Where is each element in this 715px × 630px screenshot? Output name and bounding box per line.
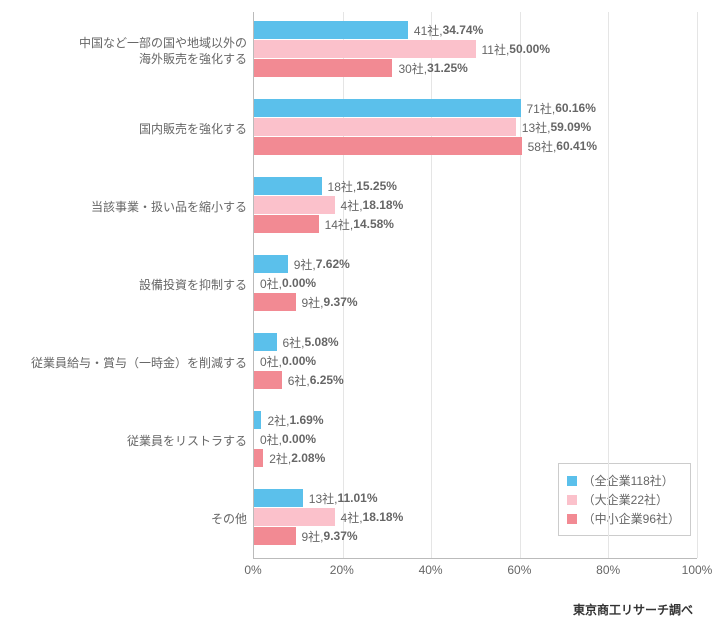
bar-value-label: 71社, 60.16% (521, 99, 596, 117)
bar-row: 41社, 34.74% (254, 21, 697, 39)
bar-value-label: 2社, 1.69% (261, 411, 323, 429)
bar: 71社, 60.16% (254, 99, 521, 117)
bar-row: 6社, 5.08% (254, 333, 697, 351)
bar-row: 9社, 9.37% (254, 527, 697, 545)
bar: 2社, 1.69% (254, 411, 261, 429)
bar: 6社, 6.25% (254, 371, 282, 389)
bar: 9社, 9.37% (254, 527, 296, 545)
bar: 11社, 50.00% (254, 40, 476, 58)
category-label: その他 (8, 480, 253, 558)
category-label: 当該事業・扱い品を縮小する (8, 168, 253, 246)
bar-value-label: 0社, 0.00% (254, 352, 316, 370)
bar-value-label: 4社, 18.18% (335, 508, 404, 526)
category-label: 従業員をリストラする (8, 402, 253, 480)
bar-value-label: 0社, 0.00% (254, 274, 316, 292)
bar-row: 2社, 1.69% (254, 411, 697, 429)
bar-row: 30社, 31.25% (254, 59, 697, 77)
y-axis-labels: 中国など一部の国や地域以外の海外販売を強化する国内販売を強化する当該事業・扱い品… (8, 12, 253, 559)
bar-group: 71社, 60.16%13社, 59.09%58社, 60.41% (254, 90, 697, 168)
bar-row: 4社, 18.18% (254, 196, 697, 214)
bar-row: 9社, 9.37% (254, 293, 697, 311)
bar: 58社, 60.41% (254, 137, 522, 155)
x-tick-label: 0% (244, 563, 261, 577)
bar-group: 41社, 34.74%11社, 50.00%30社, 31.25% (254, 12, 697, 90)
bar-group: 9社, 7.62%0社, 0.00%9社, 9.37% (254, 246, 697, 324)
bar-row: 13社, 59.09% (254, 118, 697, 136)
bar-row: 0社, 0.00% (254, 352, 697, 370)
bar-value-label: 18社, 15.25% (322, 177, 397, 195)
bar-row: 13社, 11.01% (254, 489, 697, 507)
bar: 18社, 15.25% (254, 177, 322, 195)
bar-group: 13社, 11.01%4社, 18.18%9社, 9.37% (254, 480, 697, 558)
bar-value-label: 58社, 60.41% (522, 137, 597, 155)
gridline (697, 12, 698, 558)
bar-row: 9社, 7.62% (254, 255, 697, 273)
x-axis: 0%20%40%60%80%100% (253, 559, 697, 583)
category-label: 国内販売を強化する (8, 90, 253, 168)
bar-value-label: 11社, 50.00% (476, 40, 551, 58)
bar: 2社, 2.08% (254, 449, 263, 467)
bar-value-label: 9社, 7.62% (288, 255, 350, 273)
bar-value-label: 6社, 5.08% (277, 333, 339, 351)
bar: 13社, 59.09% (254, 118, 516, 136)
bar-row: 71社, 60.16% (254, 99, 697, 117)
bar: 6社, 5.08% (254, 333, 277, 351)
grouped-bar-chart: 中国など一部の国や地域以外の海外販売を強化する国内販売を強化する当該事業・扱い品… (8, 12, 697, 559)
bar-group: 2社, 1.69%0社, 0.00%2社, 2.08% (254, 402, 697, 480)
bar-row: 11社, 50.00% (254, 40, 697, 58)
bar-row: 58社, 60.41% (254, 137, 697, 155)
x-tick-label: 40% (419, 563, 443, 577)
x-tick-label: 60% (507, 563, 531, 577)
bar-row: 6社, 6.25% (254, 371, 697, 389)
x-tick-label: 100% (682, 563, 713, 577)
bar-value-label: 9社, 9.37% (296, 293, 358, 311)
bar-value-label: 13社, 11.01% (303, 489, 378, 507)
bar-value-label: 2社, 2.08% (263, 449, 325, 467)
bar-value-label: 41社, 34.74% (408, 21, 483, 39)
bar-value-label: 9社, 9.37% (296, 527, 358, 545)
bar: 14社, 14.58% (254, 215, 319, 233)
bar-value-label: 14社, 14.58% (319, 215, 394, 233)
source-attribution: 東京商工リサーチ調べ (8, 601, 697, 618)
bar: 9社, 7.62% (254, 255, 288, 273)
bar: 30社, 31.25% (254, 59, 392, 77)
bar-row: 0社, 0.00% (254, 274, 697, 292)
bar-row: 14社, 14.58% (254, 215, 697, 233)
bar-row: 2社, 2.08% (254, 449, 697, 467)
bar-value-label: 13社, 59.09% (516, 118, 591, 136)
bar-value-label: 6社, 6.25% (282, 371, 344, 389)
category-label: 設備投資を抑制する (8, 246, 253, 324)
bar-value-label: 0社, 0.00% (254, 430, 316, 448)
bar-row: 18社, 15.25% (254, 177, 697, 195)
bar-row: 4社, 18.18% (254, 508, 697, 526)
bar-value-label: 4社, 18.18% (335, 196, 404, 214)
bar: 4社, 18.18% (254, 508, 335, 526)
category-label: 従業員給与・賞与（一時金）を削減する (8, 324, 253, 402)
x-tick-label: 80% (596, 563, 620, 577)
category-label: 中国など一部の国や地域以外の海外販売を強化する (8, 12, 253, 90)
bar-value-label: 30社, 31.25% (392, 59, 467, 77)
bar-group: 18社, 15.25%4社, 18.18%14社, 14.58% (254, 168, 697, 246)
bar: 41社, 34.74% (254, 21, 408, 39)
bar: 9社, 9.37% (254, 293, 296, 311)
bar-group: 6社, 5.08%0社, 0.00%6社, 6.25% (254, 324, 697, 402)
plot-area: （全企業118社）（大企業22社）（中小企業96社） 41社, 34.74%11… (253, 12, 697, 559)
bar: 13社, 11.01% (254, 489, 303, 507)
bar: 4社, 18.18% (254, 196, 335, 214)
x-tick-label: 20% (330, 563, 354, 577)
bar-row: 0社, 0.00% (254, 430, 697, 448)
